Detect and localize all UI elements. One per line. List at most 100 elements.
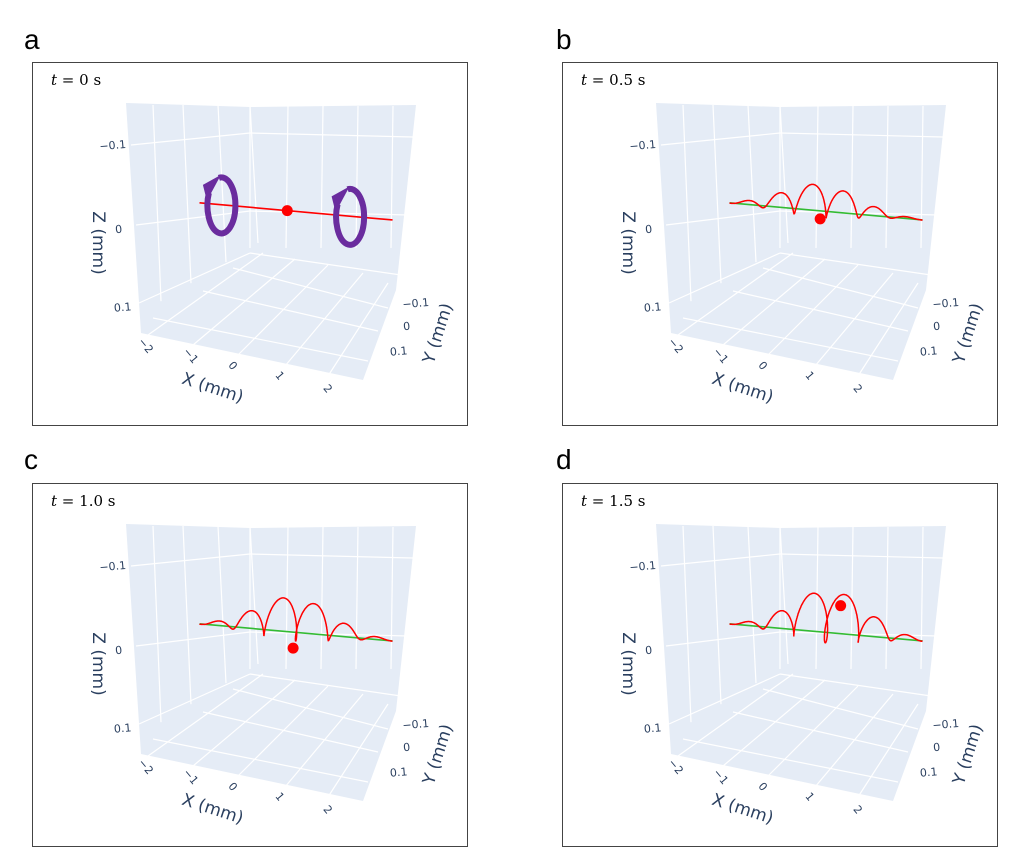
grid-line bbox=[232, 267, 389, 309]
x-axis-label: X (mm) bbox=[179, 369, 246, 408]
time-label: t = 0 s bbox=[51, 71, 102, 89]
plot-3d-b[interactable]: −0.1 0 0.1 −2 −1 0 1 2 −0.1 0 0.1 X (mm) Z (mm) Y (mm… bbox=[563, 63, 999, 427]
tick-label: −2 bbox=[665, 756, 685, 777]
tick-label: 0.1 bbox=[643, 300, 662, 314]
grid-line bbox=[327, 703, 389, 798]
tick-label: 1 bbox=[272, 369, 286, 383]
grid-line bbox=[285, 526, 289, 670]
grid-line bbox=[668, 673, 781, 725]
grid-line bbox=[152, 317, 369, 362]
tick-label: 1 bbox=[802, 369, 816, 383]
trajectory-line bbox=[199, 597, 393, 642]
grid-line bbox=[249, 252, 402, 276]
tick-label: 1 bbox=[802, 790, 816, 804]
tick-label: −2 bbox=[665, 335, 685, 356]
grid-line bbox=[355, 105, 359, 249]
grid-line bbox=[202, 711, 379, 753]
x-axis-label: X (mm) bbox=[709, 369, 776, 408]
tick-label: 0 bbox=[645, 223, 653, 237]
y-axis-label: Y (mm) bbox=[419, 722, 458, 788]
grid-line bbox=[779, 210, 939, 216]
grid-line bbox=[138, 252, 251, 304]
grid-line bbox=[249, 104, 259, 244]
tick-label: 2 bbox=[320, 382, 334, 396]
grid-line bbox=[192, 679, 296, 767]
plot-3d-d[interactable]: −0.1 0 0.1 −2 −1 0 1 2 −0.1 0 0.1 X (mm) Z (mm) Y (mm… bbox=[563, 484, 999, 848]
grid-line bbox=[138, 673, 251, 725]
tick-label: 0 bbox=[755, 780, 769, 794]
grid-line bbox=[682, 104, 692, 302]
position-marker bbox=[287, 642, 299, 654]
grid-line bbox=[249, 132, 414, 138]
grid-line bbox=[885, 526, 889, 670]
grid-line bbox=[722, 258, 826, 346]
grid-line bbox=[232, 688, 389, 730]
z-axis-label: Z (mm) bbox=[618, 211, 638, 274]
position-marker bbox=[281, 205, 293, 217]
grid-line bbox=[249, 553, 414, 559]
grid-line bbox=[182, 104, 192, 284]
plot-3d-a[interactable]: −0.1 0 0.1 −2 −1 0 1 2 −0.1 0 0.1 X (mm) Z (mm) Y (mm… bbox=[33, 63, 469, 427]
y-axis-label: Y (mm) bbox=[949, 722, 988, 788]
tick-label: −0.1 bbox=[402, 717, 430, 732]
tick-label: −0.1 bbox=[629, 138, 657, 153]
grid-line bbox=[850, 105, 854, 249]
tick-label: 0 bbox=[115, 223, 123, 237]
grid-line bbox=[712, 525, 722, 705]
grid-line bbox=[779, 132, 944, 138]
grid-line bbox=[722, 679, 826, 767]
tick-label: 2 bbox=[850, 803, 864, 817]
grid-line bbox=[732, 290, 909, 332]
reference-line bbox=[199, 202, 393, 221]
panel-letter-c: c bbox=[24, 444, 38, 475]
time-label: t = 1.5 s bbox=[581, 492, 646, 510]
grid-line bbox=[779, 252, 932, 276]
position-marker bbox=[835, 600, 847, 612]
grid-line bbox=[732, 711, 909, 753]
grid-line bbox=[814, 272, 894, 367]
tick-label: −0.1 bbox=[932, 296, 960, 311]
grid-line bbox=[327, 282, 389, 377]
panel-c: t = 1.0 s −0.1 0 0.1 −2 −1 0 1 2 −0.1 0 0.1 X (mm) Z… bbox=[32, 483, 468, 847]
tick-label: −1 bbox=[180, 345, 200, 366]
plot-3d-c[interactable]: −0.1 0 0.1 −2 −1 0 1 2 −0.1 0 0.1 X (mm) Z (mm) Y (mm… bbox=[33, 484, 469, 848]
plot-background bbox=[656, 103, 946, 380]
grid-line bbox=[249, 210, 409, 216]
grid-line bbox=[857, 703, 919, 798]
grid-line bbox=[390, 526, 394, 670]
grid-line bbox=[815, 105, 819, 249]
tick-label: −2 bbox=[135, 756, 155, 777]
grid-line bbox=[660, 553, 781, 567]
panel-letter-d: d bbox=[556, 444, 572, 475]
tick-label: 0 bbox=[933, 320, 941, 334]
grid-line bbox=[152, 525, 162, 723]
grid-line bbox=[130, 553, 251, 567]
grid-line bbox=[284, 272, 364, 367]
grid-line bbox=[665, 631, 781, 647]
panel-letter-a: a bbox=[24, 24, 40, 55]
tick-label: −1 bbox=[710, 766, 730, 787]
grid-line bbox=[217, 525, 227, 684]
arrowhead-icon bbox=[331, 186, 350, 213]
rotation-arrow-icon bbox=[204, 174, 239, 237]
position-marker bbox=[814, 213, 826, 225]
tick-label: 0 bbox=[115, 644, 123, 658]
tick-label: 0 bbox=[755, 359, 769, 373]
rotation-arrow-icon bbox=[333, 185, 368, 248]
grid-line bbox=[815, 526, 819, 670]
tick-label: 0 bbox=[645, 644, 653, 658]
grid-line bbox=[885, 105, 889, 249]
grid-line bbox=[779, 553, 944, 559]
grid-line bbox=[284, 693, 364, 788]
tick-label: 0.1 bbox=[919, 765, 938, 779]
plot-background bbox=[126, 103, 416, 380]
tick-label: −0.1 bbox=[402, 296, 430, 311]
grid-line bbox=[249, 525, 259, 665]
grid-line bbox=[320, 105, 324, 249]
x-axis-label: X (mm) bbox=[709, 790, 776, 829]
grid-line bbox=[355, 526, 359, 670]
grid-line bbox=[767, 264, 859, 356]
reference-line bbox=[729, 623, 923, 642]
tick-label: 0.1 bbox=[389, 765, 408, 779]
grid-line bbox=[390, 105, 394, 249]
